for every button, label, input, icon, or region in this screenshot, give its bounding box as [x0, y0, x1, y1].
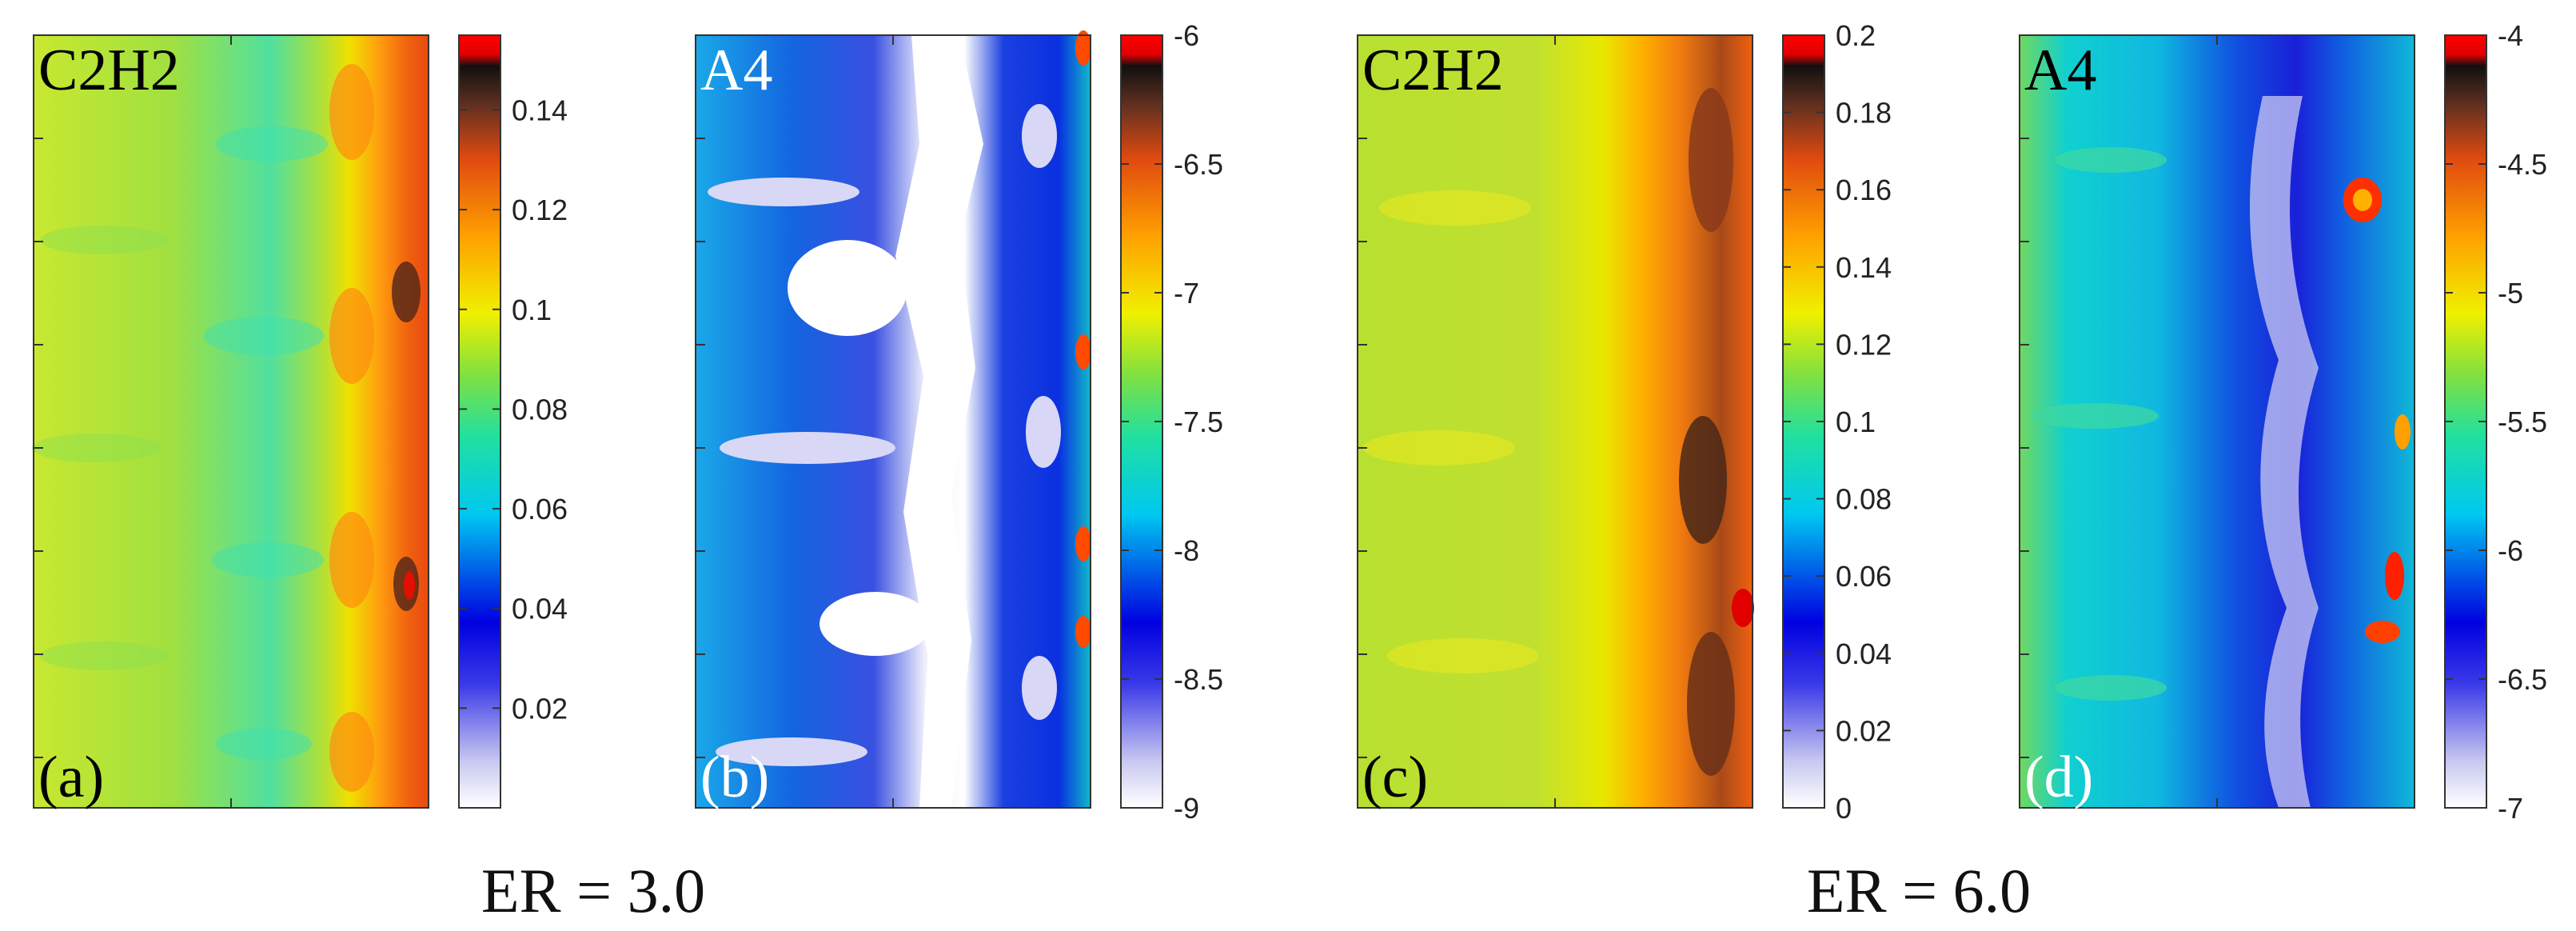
colorbar-tick-label: -5: [2498, 277, 2523, 310]
colorbar-tick-label: 0.12: [512, 194, 568, 226]
heatmap-a-structures: [32, 64, 421, 792]
heatmap-a: [34, 35, 429, 808]
colorbar-tick-label: 0.14: [512, 94, 568, 126]
colorbar-tick-label: 0.16: [1836, 174, 1892, 206]
frame-ticks-a: [34, 35, 232, 808]
colorbar-tick-label: 0.08: [1836, 483, 1892, 516]
panel-b: A4 (b) -9 -8.5 -8 -7.5 -7 -6.5 -6: [695, 19, 1223, 825]
colorbar-tick-label: -4: [2498, 19, 2523, 52]
colorbar-tick-label: 0: [1836, 792, 1852, 825]
colorbar-tick-label: 0.06: [1836, 560, 1892, 593]
panel-a: C2H2 (a) 0.02 0.04 0.06 0.08 0.1 0.12 0.14: [32, 34, 568, 810]
panel-letter-b: (b): [700, 745, 769, 810]
panel-c: C2H2 (c) 0 0.02 0.04 0.06 0.08 0.1 0.12 0.14 0.1…: [1357, 19, 1892, 825]
colorbar-c: 0 0.02 0.04 0.06 0.08 0.1 0.12 0.14 0.16 0.18 0.2: [1782, 19, 1892, 825]
colorbar-d: -7 -6.5 -6 -5.5 -5 -4.5 -4: [2444, 19, 2547, 825]
colorbar-tick-label: 0.14: [1836, 251, 1892, 284]
heatmap-d-structures: [2031, 96, 2411, 808]
colorbar-tick-label: -7: [1174, 277, 1199, 310]
panel-d: A4 (d) -7 -6.5 -6 -5.5 -5 -4.5 -4: [2019, 19, 2547, 825]
colorbar-tick-label: 0.08: [512, 393, 568, 426]
panel-letter-c: (c): [1362, 745, 1428, 810]
frame-ticks-d: [2020, 35, 2218, 808]
colorbar-tick-label: 0.18: [1836, 97, 1892, 130]
colorbar-tick-label: -4.5: [2498, 148, 2547, 181]
frame-ticks-b: [696, 35, 894, 808]
heatmap-c: [1358, 35, 1753, 808]
colorbar-tick-label: -7: [2498, 792, 2523, 825]
panel-letter-d: (d): [2024, 745, 2093, 810]
group-label-er3: ER = 3.0: [481, 856, 705, 925]
colorbar-tick-label: -6.5: [2498, 663, 2547, 696]
colorbar-tick-label: 0.2: [1836, 19, 1876, 52]
colorbar-ticks-c: 0 0.02 0.04 0.06 0.08 0.1 0.12 0.14 0.16 0.18 0.2: [1783, 19, 1892, 825]
colorbar-tick-label: -8: [1174, 534, 1199, 567]
colorbar-tick-label: 0.04: [512, 593, 568, 625]
colorbar-tick-label: -6.5: [1174, 148, 1223, 181]
colorbar-tick-label: -6: [2498, 534, 2523, 567]
colorbar-tick-label: 0.02: [512, 692, 568, 725]
colorbar-ticks-b: -9 -8.5 -8 -7.5 -7 -6.5 -6: [1121, 19, 1223, 825]
colorbar-tick-label: -8.5: [1174, 663, 1223, 696]
panel-title-b: A4: [700, 38, 772, 103]
colorbar-tick-label: -5.5: [2498, 406, 2547, 438]
colorbar-tick-label: -7.5: [1174, 406, 1223, 438]
colorbar-tick-label: 0.04: [1836, 637, 1892, 670]
panel-letter-a: (a): [38, 745, 104, 810]
colorbar-b: -9 -8.5 -8 -7.5 -7 -6.5 -6: [1120, 19, 1223, 825]
colorbar-ticks-d: -7 -6.5 -6 -5.5 -5 -4.5 -4: [2445, 19, 2547, 825]
colorbar-tick-label: 0.1: [1836, 406, 1876, 438]
group-label-er6: ER = 6.0: [1807, 856, 2031, 925]
heatmap-c-structures: [1363, 88, 1754, 776]
colorbar-tick-label: 0.12: [1836, 328, 1892, 361]
frame-ticks-c: [1358, 35, 1556, 808]
heatmap-b-structures: [708, 30, 1091, 808]
panel-title-c: C2H2: [1362, 38, 1504, 103]
colorbar-tick-label: 0.1: [512, 294, 552, 326]
colorbar-tick-label: -9: [1174, 792, 1199, 825]
colorbar-a: 0.02 0.04 0.06 0.08 0.1 0.12 0.14: [458, 34, 568, 809]
panel-title-d: A4: [2024, 38, 2096, 103]
colorbar-tick-label: 0.02: [1836, 714, 1892, 747]
colorbar-tick-label: -6: [1174, 19, 1199, 52]
colorbar-tick-label: 0.06: [512, 493, 568, 525]
panel-title-a: C2H2: [38, 38, 180, 103]
colorbar-ticks-a: 0.02 0.04 0.06 0.08 0.1 0.12 0.14: [459, 94, 568, 725]
